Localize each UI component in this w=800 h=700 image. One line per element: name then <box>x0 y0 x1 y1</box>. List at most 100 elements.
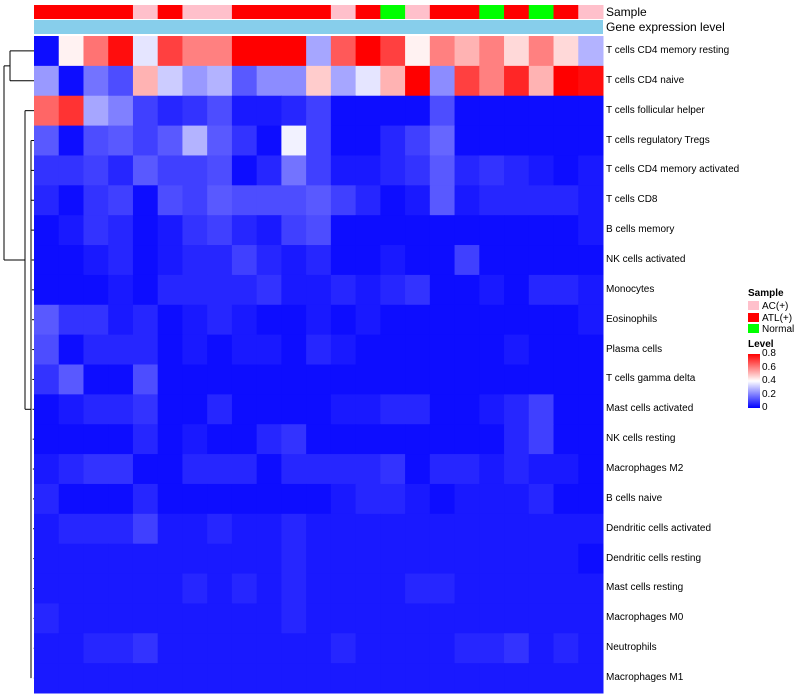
sample-legend-title: Sample <box>748 288 784 299</box>
heatmap-cell <box>578 364 604 395</box>
heatmap-cell <box>34 36 60 67</box>
heatmap-cell <box>405 334 431 365</box>
heatmap-cell <box>355 65 381 97</box>
heatmap-cell <box>182 215 208 246</box>
heatmap-cell <box>108 245 134 276</box>
heatmap-cell <box>231 633 258 664</box>
heatmap-cell <box>207 185 233 216</box>
heatmap-cell <box>330 65 357 97</box>
heatmap-cell <box>58 394 84 425</box>
heatmap-cell <box>132 245 159 276</box>
heatmap-cell <box>58 364 84 395</box>
heatmap-cell <box>231 573 258 604</box>
heatmap-cell <box>454 394 480 425</box>
heatmap-cell <box>528 603 555 634</box>
heatmap-cell <box>380 543 406 575</box>
legend-label-atl: ATL(+) <box>762 313 793 324</box>
row-label: NK cells resting <box>606 433 676 445</box>
heatmap-cell <box>355 95 381 127</box>
heatmap-cell <box>553 65 579 97</box>
heatmap-cell <box>281 125 307 156</box>
row-label: B cells memory <box>606 224 675 236</box>
sample-annotation-bar <box>34 5 604 19</box>
heatmap-cell <box>132 274 159 306</box>
row-dendrogram <box>3 50 34 679</box>
heatmap-cell <box>553 334 579 365</box>
heatmap-cell <box>182 543 208 575</box>
heatmap-cell <box>429 65 456 97</box>
heatmap-cell <box>578 95 604 127</box>
heatmap-cell <box>34 304 60 336</box>
heatmap-cell <box>306 304 332 336</box>
heatmap-cell <box>281 65 307 97</box>
heatmap-cell <box>157 304 183 336</box>
heatmap-cell <box>429 155 456 186</box>
heatmap-cell <box>132 125 159 156</box>
heatmap-cell <box>34 334 60 365</box>
heatmap-cell <box>58 155 84 186</box>
heatmap-cell <box>578 215 604 246</box>
heatmap-cell <box>207 513 233 545</box>
heatmap-cell <box>330 304 357 336</box>
heatmap-cell <box>83 304 109 336</box>
heatmap-cell <box>83 633 109 664</box>
heatmap-cell <box>355 394 381 425</box>
heatmap-cell <box>256 95 282 127</box>
heatmap-cell <box>83 95 109 127</box>
sample-cell <box>157 5 183 19</box>
heatmap-cell <box>528 185 555 216</box>
heatmap-cell <box>207 364 233 395</box>
heatmap-cell <box>281 543 307 575</box>
heatmap-cell <box>355 424 381 455</box>
heatmap-cell <box>58 304 84 336</box>
heatmap-cell <box>256 364 282 395</box>
heatmap-cell <box>380 483 406 515</box>
gene-expression-annotation-label: Gene expression level <box>606 20 725 34</box>
heatmap-cell <box>429 483 456 515</box>
heatmap-cell <box>281 603 307 634</box>
heatmap-cell <box>108 513 134 545</box>
heatmap-cell <box>380 215 406 246</box>
heatmap-cell <box>429 95 456 127</box>
heatmap-cell <box>330 95 357 127</box>
heatmap-cell <box>454 573 480 604</box>
heatmap-cell <box>330 185 357 216</box>
heatmap-cell <box>207 424 233 455</box>
heatmap-cell <box>479 454 505 485</box>
heatmap-cell <box>504 36 530 67</box>
heatmap-cell <box>454 185 480 216</box>
heatmap-cell <box>34 663 60 694</box>
level-tick-label: 0 <box>762 402 768 413</box>
heatmap-cell <box>132 454 159 485</box>
heatmap-cell <box>83 573 109 604</box>
heatmap-cell <box>306 36 332 67</box>
heatmap-cell <box>182 364 208 395</box>
heatmap-cell <box>504 603 530 634</box>
heatmap-cell <box>256 424 282 455</box>
heatmap-cell <box>108 274 134 306</box>
sample-cell <box>34 5 60 19</box>
heatmap-cell <box>553 215 579 246</box>
heatmap-cell <box>132 513 159 545</box>
heatmap-cell <box>553 663 579 694</box>
sample-cell <box>108 5 134 19</box>
heatmap-cell <box>207 334 233 365</box>
heatmap-cells <box>34 36 604 694</box>
heatmap-cell <box>157 454 183 485</box>
heatmap-cell <box>182 274 208 306</box>
row-label: Plasma cells <box>606 343 663 355</box>
heatmap-cell <box>429 663 456 694</box>
heatmap-cell <box>479 394 505 425</box>
heatmap-cell <box>405 125 431 156</box>
heatmap-cell <box>108 483 134 515</box>
heatmap-cell <box>578 334 604 365</box>
heatmap-cell <box>504 155 530 186</box>
heatmap-cell <box>405 454 431 485</box>
heatmap-cell <box>355 483 381 515</box>
heatmap-cell <box>34 513 60 545</box>
heatmap-cell <box>454 543 480 575</box>
sample-cell <box>578 5 604 19</box>
heatmap-cell <box>454 633 480 664</box>
heatmap-cell <box>330 633 357 664</box>
sample-cell <box>429 5 456 19</box>
